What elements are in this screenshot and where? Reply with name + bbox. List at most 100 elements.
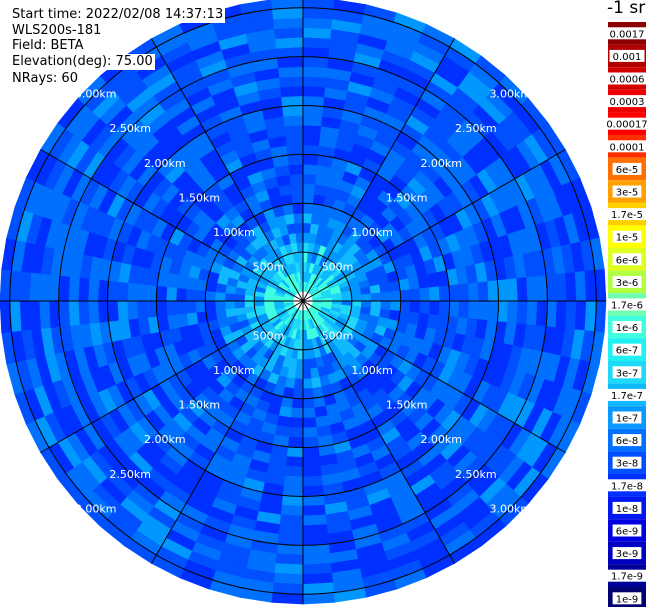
- azimuth-spoke: [302, 149, 566, 302]
- colorbar-label-bg: [606, 208, 647, 221]
- range-gate-cell: [302, 514, 327, 527]
- colorbar-tick-label: 0.00017: [606, 120, 647, 131]
- range-gate-cell: [285, 134, 304, 146]
- range-ring-label: 3.00km: [490, 502, 532, 515]
- range-gate-cell: [399, 300, 411, 313]
- range-gate-cell: [370, 300, 382, 310]
- range-gate-cell: [278, 66, 304, 78]
- colorbar-label-bg: [612, 411, 642, 424]
- range-gate-cell: [214, 291, 226, 302]
- range-gate-cell: [214, 300, 226, 311]
- range-gate-cell: [584, 300, 597, 332]
- azimuth-spoke: [40, 149, 304, 302]
- range-gate-cell: [390, 290, 402, 302]
- colorbar-tick-label: 6e-8: [616, 436, 639, 447]
- colorbar-label-bg: [612, 524, 642, 537]
- range-ring-label: 1.00km: [213, 226, 255, 239]
- field-label: Field: BETA: [10, 38, 86, 54]
- range-gate-cell: [286, 144, 304, 156]
- range-gate-cell: [302, 349, 310, 360]
- range-gate-cell: [574, 300, 587, 331]
- range-gate-cell: [526, 300, 538, 326]
- azimuth-spoke: [302, 38, 455, 302]
- colorbar-tick-label: 3e-5: [616, 188, 639, 199]
- colorbar-tick-label: 0.0001: [610, 142, 645, 153]
- range-gate-cell: [302, 329, 308, 341]
- range-gate-cell: [282, 485, 304, 497]
- range-gate-cell: [280, 85, 304, 98]
- range-gate-cell: [399, 289, 411, 302]
- range-gate-cell: [175, 287, 187, 302]
- range-gate-cell: [68, 300, 80, 326]
- range-gate-cell: [287, 436, 304, 448]
- range-gate-cell: [302, 533, 329, 546]
- range-gate-cell: [302, 36, 331, 49]
- range-gate-cell: [272, 582, 304, 595]
- range-ring-label: 500m: [253, 260, 285, 273]
- range-gate-cell: [370, 292, 382, 302]
- range-gate-cell: [302, 563, 332, 575]
- range-gate-cell: [302, 7, 334, 20]
- range-gate-cell: [58, 275, 71, 302]
- range-gate-cell: [146, 300, 158, 318]
- range-ring-label: 3.00km: [75, 88, 117, 101]
- colorbar-tick-label: 1.7e-5: [611, 210, 643, 221]
- range-gate-cell: [87, 278, 100, 302]
- range-gate-cell: [175, 300, 187, 315]
- colorbar-tick-label: 6e-7: [616, 346, 639, 357]
- colorbar-label-bg: [606, 140, 647, 153]
- range-gate-cell: [97, 300, 109, 323]
- range-gate-cell: [292, 388, 304, 400]
- colorbar-label-bg: [612, 434, 642, 447]
- colorbar-label-bg: [612, 162, 642, 175]
- range-ring-label: 3.00km: [490, 88, 532, 101]
- range-gate-cell: [535, 275, 548, 302]
- range-gate-cell: [302, 388, 314, 400]
- range-gate-cell: [584, 270, 597, 302]
- range-gate-cell: [284, 465, 304, 478]
- range-gate-cell: [302, 524, 328, 536]
- range-gate-cell: [302, 446, 320, 458]
- range-gate-cell: [215, 308, 227, 320]
- range-gate-cell: [487, 300, 499, 322]
- instrument-label: WLS200s-181: [10, 23, 104, 39]
- range-gate-cell: [302, 56, 329, 69]
- range-gate-cell: [506, 278, 519, 302]
- range-gate-cell: [165, 300, 177, 316]
- range-gate-cell: [302, 183, 316, 195]
- range-gate-cell: [506, 300, 519, 324]
- range-gate-cell: [136, 283, 148, 302]
- nrays-label: NRays: 60: [10, 71, 80, 87]
- range-gate-cell: [87, 300, 100, 324]
- range-gate-cell: [107, 300, 119, 322]
- range-gate-cell: [302, 368, 312, 380]
- range-ring-label: 2.00km: [420, 157, 462, 170]
- range-gate-cell: [277, 533, 304, 546]
- range-ring-label: 2.00km: [144, 157, 186, 170]
- range-gate-cell: [555, 273, 568, 302]
- range-ring-label: 2.50km: [455, 468, 497, 481]
- range-gate-cell: [526, 276, 538, 302]
- range-gate-cell: [419, 300, 431, 315]
- range-gate-cell: [302, 572, 333, 585]
- colorbar-tick-label: 0.0017: [610, 29, 645, 40]
- range-gate-cell: [302, 397, 315, 409]
- colorbar: 0.0017 0.001 0.0006 0.0003 0.00017 0.0001 6e-5…: [603, 22, 647, 607]
- range-gate-cell: [467, 282, 480, 302]
- range-gate-cell: [429, 286, 441, 302]
- range-gate-cell: [302, 17, 333, 30]
- range-ring-label: 2.00km: [420, 433, 462, 446]
- range-gate-cell: [281, 95, 304, 107]
- range-gate-cell: [302, 193, 315, 205]
- azimuth-spoke: [302, 300, 455, 564]
- range-gate-cell: [302, 465, 322, 478]
- range-gate-cell: [283, 114, 304, 127]
- range-gate-cell: [295, 232, 304, 243]
- colorbar-label-bg: [612, 275, 642, 288]
- colorbar-label-bg: [612, 592, 642, 605]
- range-ring-label: 2.50km: [455, 122, 497, 135]
- range-gate-cell: [302, 134, 321, 146]
- colorbar-tick-label: 1.7e-6: [611, 301, 643, 312]
- range-gate-cell: [379, 282, 391, 294]
- range-gate-cell: [361, 293, 372, 302]
